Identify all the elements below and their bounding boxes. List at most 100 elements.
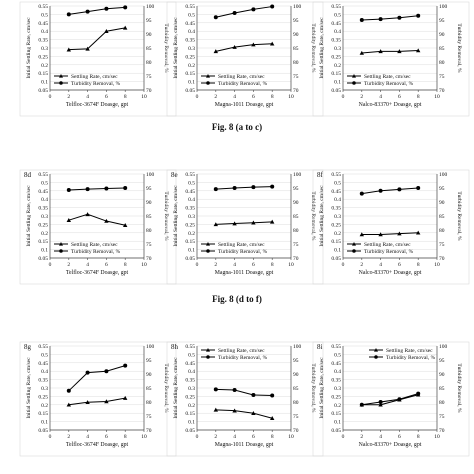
- x-tick-label: 8: [417, 262, 420, 268]
- legend-triangle-marker: [374, 348, 378, 352]
- settling-point: [270, 416, 275, 420]
- y-tick-label: 0.15: [331, 239, 341, 245]
- y-axis-title: Initial Settling Rate, cm/sec: [319, 357, 325, 419]
- turbidity-point: [359, 191, 364, 196]
- y-tick-label: 0.25: [331, 54, 341, 60]
- x-tick-label: 8: [417, 94, 420, 100]
- y-tick-label: 0.35: [38, 378, 48, 384]
- y2-tick-label: 70: [293, 256, 299, 262]
- y-tick-label: 0.25: [185, 222, 195, 228]
- turbidity-point: [270, 393, 275, 398]
- panel-frame: [19, 169, 177, 285]
- x-tick-label: 8: [271, 262, 274, 268]
- y2-tick-label: 80: [146, 228, 152, 234]
- y-tick-label: 0.2: [334, 63, 341, 69]
- y2-tick-label: 95: [439, 186, 445, 192]
- legend-circle-marker: [206, 81, 210, 85]
- y2-tick-label: 100: [293, 4, 302, 10]
- y2-axis-title: Turbidity Removal, %: [456, 23, 462, 73]
- x-tick-label: 8: [124, 94, 127, 100]
- y-tick-label: 0.3: [188, 46, 195, 52]
- turbidity-point: [270, 184, 275, 189]
- x-tick-label: 2: [360, 94, 363, 100]
- legend-label: Settling Rate, cm/sec: [71, 242, 118, 248]
- x-axis-title: Nalco-83370+ Doasge, gpt: [359, 102, 422, 108]
- y2-tick-label: 85: [439, 214, 445, 220]
- turbidity-point: [359, 402, 364, 407]
- legend-triangle-marker: [206, 348, 210, 352]
- y2-tick-label: 85: [293, 214, 299, 220]
- y-tick-label: 0.3: [188, 386, 195, 392]
- y2-tick-label: 75: [146, 242, 152, 248]
- y2-tick-label: 70: [293, 428, 299, 434]
- x-tick-label: 10: [288, 434, 294, 440]
- settling-point: [397, 231, 402, 236]
- x-tick-label: 4: [233, 262, 236, 268]
- y-tick-label: 0.2: [334, 231, 341, 237]
- y2-tick-label: 90: [439, 200, 445, 206]
- y2-axis-title: Turbidity Removal, %: [163, 191, 169, 241]
- panel-label: 8f: [317, 171, 324, 179]
- y2-tick-label: 80: [439, 60, 445, 66]
- y2-tick-label: 100: [146, 4, 155, 10]
- y2-tick-label: 90: [293, 200, 299, 206]
- panel-8a: 0.05 0.1 0.15 0.2 0.25 0.3 0.35 0.4 0.45 0.5 0.55 7…: [19, 1, 177, 117]
- legend-circle-marker: [59, 249, 63, 253]
- y2-tick-label: 90: [146, 32, 152, 38]
- legend-triangle-marker: [59, 74, 63, 78]
- panel-8d: 8d 0.05 0.1 0.15 0.2 0.25 0.3 0.35 0.4 0.45 0.5 0.5…: [19, 169, 177, 285]
- y-tick-label: 0.1: [188, 80, 195, 86]
- y-tick-label: 0.45: [38, 361, 48, 367]
- y2-tick-label: 85: [146, 386, 152, 392]
- y2-tick-label: 100: [146, 172, 155, 178]
- legend-label: Turbidity Removal, %: [218, 81, 268, 87]
- y-tick-label: 0.15: [38, 411, 48, 417]
- y-axis-title: Initial Settling Rate, cm/sec: [319, 185, 325, 247]
- y2-tick-label: 100: [293, 172, 302, 178]
- x-tick-label: 2: [67, 94, 70, 100]
- y-tick-label: 0.1: [188, 420, 195, 426]
- y-tick-label: 0.45: [38, 21, 48, 27]
- x-axis-title: Nalco-83370+ Doasge, gpt: [359, 442, 422, 448]
- y-tick-label: 0.55: [331, 172, 341, 178]
- x-tick-label: 0: [49, 434, 52, 440]
- x-tick-label: 0: [342, 262, 345, 268]
- settling-point: [232, 221, 237, 226]
- y-tick-label: 0.05: [185, 88, 195, 94]
- y2-tick-label: 100: [439, 4, 448, 10]
- settling-point: [123, 25, 128, 30]
- turbidity-point: [232, 186, 237, 190]
- legend-triangle-marker: [59, 242, 63, 246]
- turbidity-point: [123, 186, 128, 190]
- y-tick-label: 0.3: [41, 46, 48, 52]
- y-tick-label: 0.35: [331, 378, 341, 384]
- panel-frame: [19, 1, 177, 117]
- x-tick-label: 0: [196, 94, 199, 100]
- settling-point: [66, 218, 71, 222]
- x-tick-label: 10: [434, 262, 440, 268]
- x-tick-label: 4: [379, 262, 382, 268]
- y2-tick-label: 100: [293, 344, 302, 350]
- y2-tick-label: 95: [293, 358, 299, 364]
- y-tick-label: 0.2: [334, 403, 341, 409]
- y-tick-label: 0.4: [41, 29, 48, 35]
- x-tick-label: 0: [49, 94, 52, 100]
- x-tick-label: 10: [288, 94, 294, 100]
- turbidity-point: [123, 363, 128, 368]
- y-tick-label: 0.1: [41, 420, 48, 426]
- series-line-settling: [215, 43, 273, 52]
- y2-tick-label: 75: [439, 414, 445, 420]
- y-tick-label: 0.1: [334, 80, 341, 86]
- y-tick-label: 0.15: [331, 71, 341, 77]
- y-tick-label: 0.4: [334, 29, 341, 35]
- x-tick-label: 4: [379, 94, 382, 100]
- y-tick-label: 0.05: [38, 428, 48, 434]
- y-tick-label: 0.5: [334, 12, 341, 18]
- x-tick-label: 6: [105, 434, 108, 440]
- series-line-settling: [68, 397, 126, 406]
- y2-tick-label: 80: [293, 228, 299, 234]
- y2-tick-label: 85: [439, 386, 445, 392]
